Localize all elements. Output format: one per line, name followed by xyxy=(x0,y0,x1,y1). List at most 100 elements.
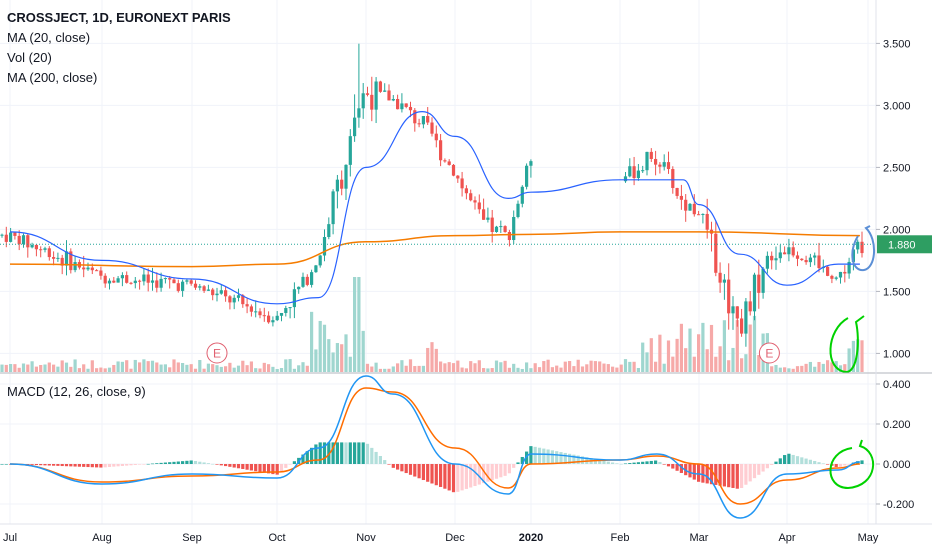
volume-bar xyxy=(378,368,382,372)
candle-body xyxy=(770,255,774,261)
candle-body xyxy=(43,248,47,250)
macd-histogram-bar xyxy=(310,447,314,464)
candle-body xyxy=(258,311,262,316)
macd-histogram-bar xyxy=(254,464,258,472)
candle-body xyxy=(645,151,649,171)
candle-body xyxy=(679,195,683,200)
macd-histogram-bar xyxy=(714,464,718,485)
macd-histogram-bar xyxy=(813,460,817,464)
candle-body xyxy=(778,252,782,259)
volume-bar xyxy=(641,342,645,372)
candle-body xyxy=(335,179,339,192)
volume-bar xyxy=(860,340,864,372)
candle-body xyxy=(447,161,451,165)
macd-histogram-bar xyxy=(125,464,129,466)
volume-bar xyxy=(529,368,533,372)
macd-histogram-bar xyxy=(593,459,597,464)
volume-bar xyxy=(684,348,688,372)
volume-bar xyxy=(258,368,262,372)
macd-histogram-bar xyxy=(451,464,456,493)
volume-bar xyxy=(9,364,13,372)
macd-histogram-bar xyxy=(344,442,348,464)
macd-histogram-bar xyxy=(133,464,137,465)
macd-histogram-bar xyxy=(499,464,503,478)
macd-histogram-bar xyxy=(86,464,90,468)
volume-bar xyxy=(417,365,421,372)
volume-bar xyxy=(224,366,228,372)
macd-histogram-bar xyxy=(39,464,43,466)
ma20-legend[interactable]: MA (20, close) xyxy=(7,30,91,45)
volume-bar xyxy=(267,364,271,372)
candle-body xyxy=(826,266,830,276)
volume-bar xyxy=(396,363,400,372)
macd-histogram-bar xyxy=(95,464,99,468)
macd-histogram-bar xyxy=(77,464,81,467)
volume-bar xyxy=(464,368,468,372)
volume-bar xyxy=(340,344,344,372)
candle-body xyxy=(688,203,692,211)
volume-bar xyxy=(752,315,757,372)
candle-body xyxy=(211,289,215,296)
macd-histogram-bar xyxy=(563,452,567,464)
macd-histogram-bar xyxy=(671,464,675,469)
macd-histogram-bar xyxy=(740,464,744,489)
candle-body xyxy=(701,213,705,215)
macd-histogram-bar xyxy=(529,446,533,464)
volume-legend[interactable]: Vol (20) xyxy=(7,50,52,65)
macd-histogram-bar xyxy=(826,464,830,465)
volume-bar xyxy=(645,352,649,372)
macd-histogram-bar xyxy=(675,464,679,471)
macd-histogram-bar xyxy=(378,455,382,464)
macd-axis-label: 0.000 xyxy=(883,459,911,471)
macd-line xyxy=(9,375,860,519)
macd-histogram-bar xyxy=(602,460,606,464)
macd-histogram-bar xyxy=(236,464,241,469)
candle-body xyxy=(254,311,258,313)
macd-histogram-bar xyxy=(778,458,782,464)
macd-histogram-bar xyxy=(761,464,765,472)
macd-histogram-bar xyxy=(163,462,167,464)
candle-body xyxy=(662,162,666,167)
macd-legend[interactable]: MACD (12, 26, close, 9) xyxy=(7,384,146,399)
macd-histogram-bar xyxy=(752,464,757,479)
macd-histogram-bar xyxy=(576,455,580,464)
macd-histogram-bar xyxy=(838,464,843,467)
volume-bar xyxy=(60,360,64,372)
candle-body xyxy=(245,304,249,307)
volume-bar xyxy=(606,364,610,372)
volume-bar xyxy=(469,361,473,372)
volume-bar xyxy=(426,347,430,372)
candle-body xyxy=(30,244,34,248)
macd-histogram-bar xyxy=(116,464,120,467)
volume-bar xyxy=(353,277,357,372)
volume-bar xyxy=(563,361,567,372)
macd-histogram-bar xyxy=(396,464,400,470)
symbol-title[interactable]: CROSSJECT, 1D, EURONEXT PARIS xyxy=(7,10,231,25)
ma200-legend[interactable]: MA (200, close) xyxy=(7,70,98,85)
macd-histogram-bar xyxy=(490,464,494,481)
candle-body xyxy=(34,244,38,250)
macd-histogram-bar xyxy=(275,464,279,475)
macd-histogram-bar xyxy=(512,464,516,468)
macd-histogram-bar xyxy=(456,464,460,492)
candle-body xyxy=(783,252,787,255)
macd-histogram-bar xyxy=(82,464,86,467)
volume-bar xyxy=(813,366,817,372)
macd-histogram-bar xyxy=(426,464,430,482)
macd-histogram-bar xyxy=(697,464,701,482)
price-axis-label: 1.500 xyxy=(883,286,911,298)
price-axis-label: 3.500 xyxy=(883,38,911,50)
candle-body xyxy=(628,166,632,177)
macd-histogram-bar xyxy=(507,464,511,474)
volume-bar xyxy=(383,368,387,372)
macd-histogram-bar xyxy=(598,459,602,464)
volume-bar xyxy=(322,324,327,372)
ma20-line xyxy=(9,110,860,305)
macd-histogram-bar xyxy=(413,464,417,477)
volume-bar xyxy=(456,360,460,372)
candle-body xyxy=(90,267,94,271)
volume-bar xyxy=(198,359,202,372)
candle-body xyxy=(365,93,370,95)
volume-bar xyxy=(133,359,137,372)
